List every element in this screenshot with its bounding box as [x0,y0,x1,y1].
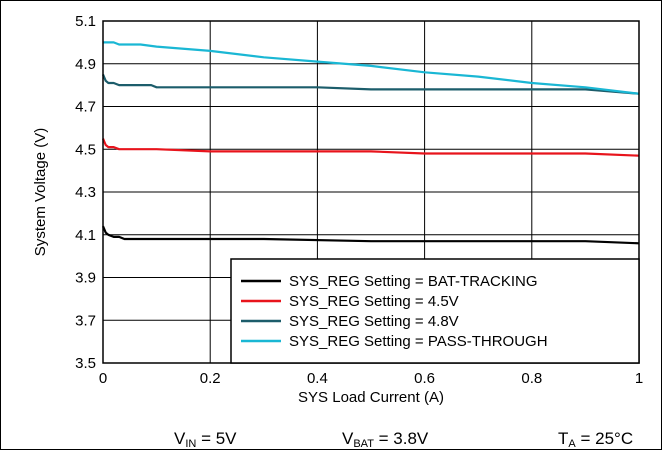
x-tick-label: 1 [635,370,643,387]
y-tick-label: 4.5 [75,141,96,158]
battery-voltage-condition: VBAT = 3.8V [342,429,429,450]
y-tick-label: 4.3 [75,184,96,201]
x-tick-label: 0.8 [521,370,542,387]
x-tick-label: 0.4 [307,370,328,387]
y-tick-label: 3.7 [75,312,96,329]
y-tick-label: 3.5 [75,355,96,372]
y-tick-label: 4.7 [75,99,96,116]
series-line-2 [101,138,640,157]
y-axis-title: System Voltage (V) [32,128,49,256]
series-line-4 [103,41,640,95]
y-tick-label: 5.1 [75,13,96,30]
y-tick-label: 4.1 [75,227,96,244]
legend-entry: SYS_REG Setting = BAT-TRACKING [289,273,538,290]
ambient-temperature-condition: TA = 25°C [558,429,634,450]
series-group [101,41,640,245]
legend-entry: SYS_REG Setting = PASS-THROUGH [289,333,548,350]
system-voltage-chart: 0 0.2 0.4 0.6 0.8 1 3.5 3.7 3.9 4.1 4.3 4.5 4.7 4.9 5.… [32,13,643,406]
tick-labels: 0 0.2 0.4 0.6 0.8 1 3.5 3.7 3.9 4.1 4.3 4.5 4.7 4.9 5.… [75,13,643,387]
x-axis-title: SYS Load Current (A) [298,389,444,406]
x-tick-label: 0.6 [414,370,435,387]
series-line-1 [101,225,640,245]
grid [103,21,639,363]
series-line-3 [101,73,640,95]
legend-entry: SYS_REG Setting = 4.8V [289,313,459,330]
legend-box [230,258,640,364]
x-tick-label: 0 [99,370,107,387]
legend: SYS_REG Setting = BAT-TRACKING SYS_REG Se… [230,258,640,364]
y-tick-label: 3.9 [75,270,96,287]
legend-entry: SYS_REG Setting = 4.5V [289,293,459,310]
x-tick-label: 0.2 [200,370,221,387]
y-tick-label: 4.9 [75,56,96,73]
input-voltage-condition: VIN = 5V [174,429,237,450]
